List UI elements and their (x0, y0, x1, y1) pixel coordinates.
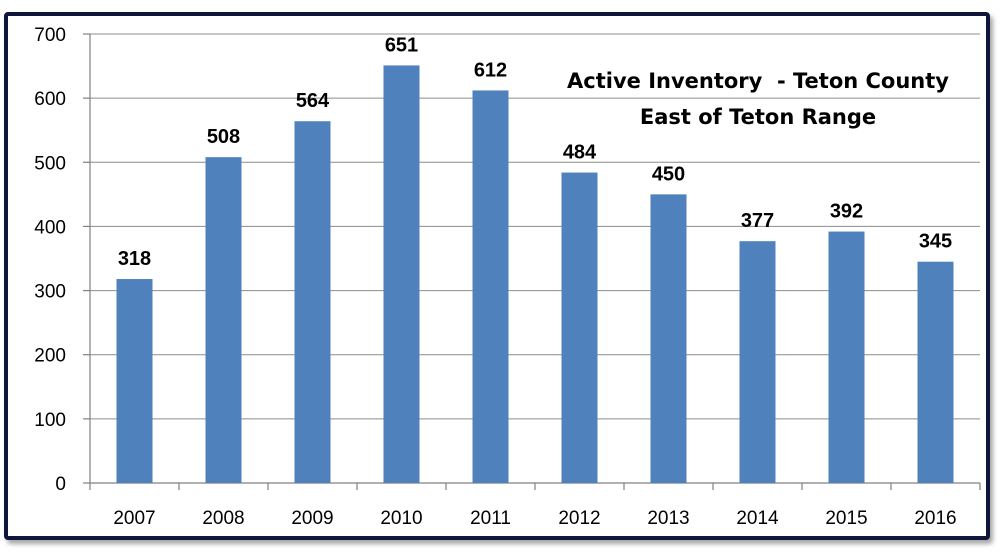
y-tick-label: 300 (34, 282, 66, 303)
x-tick-label-2016: 2016 (914, 508, 956, 529)
chart-subtitle: East of Teton Range (640, 105, 876, 129)
data-label-2016: 345 (919, 231, 952, 253)
x-tick-label-2010: 2010 (380, 508, 422, 529)
x-tick-label-2013: 2013 (647, 508, 689, 529)
data-label-2007: 318 (118, 248, 151, 270)
y-tick-labels: 0 100 200 300 400 500 600 700 (34, 25, 66, 495)
y-tick-label: 700 (34, 25, 66, 46)
bar-2012 (561, 172, 598, 483)
data-label-2012: 484 (563, 142, 597, 164)
bar-2015 (828, 231, 865, 483)
bars (116, 65, 954, 484)
bar-2016 (917, 261, 954, 483)
y-tick-label: 0 (55, 474, 66, 495)
y-tick-label: 500 (34, 153, 66, 174)
x-tick-label-2012: 2012 (558, 508, 600, 529)
data-labels: 318 508 564 651 612 484 450 377 392 345 (118, 34, 952, 270)
x-tick-label-2014: 2014 (736, 508, 779, 529)
data-label-2010: 651 (385, 34, 418, 56)
data-label-2011: 612 (474, 59, 507, 81)
data-label-2014: 377 (741, 210, 774, 232)
x-tick-marks (89, 483, 981, 490)
data-label-2009: 564 (296, 90, 330, 112)
bar-2007 (116, 279, 153, 483)
bar-2008 (205, 157, 242, 483)
bar-2009 (294, 121, 331, 483)
bar-2010 (383, 65, 420, 484)
y-tick-label: 400 (34, 217, 66, 238)
x-tick-label-2009: 2009 (291, 508, 333, 529)
data-label-2008: 508 (207, 126, 240, 148)
y-tick-label: 200 (34, 346, 66, 367)
x-tick-labels: 2007 2008 2009 2010 2011 2012 2013 2014 2015 2016 (113, 508, 956, 529)
y-tick-label: 100 (34, 410, 66, 431)
bar-2011 (472, 90, 509, 484)
x-tick-label-2008: 2008 (202, 508, 244, 529)
y-tick-label: 600 (34, 89, 66, 110)
x-tick-label-2007: 2007 (113, 508, 155, 529)
x-tick-label-2015: 2015 (825, 508, 867, 529)
bar-2014 (739, 241, 776, 483)
data-label-2013: 450 (652, 163, 685, 185)
x-tick-label-2011: 2011 (470, 508, 511, 529)
data-label-2015: 392 (830, 201, 863, 223)
chart-title: Active Inventory - Teton County (567, 69, 949, 93)
bar-2013 (650, 194, 687, 483)
